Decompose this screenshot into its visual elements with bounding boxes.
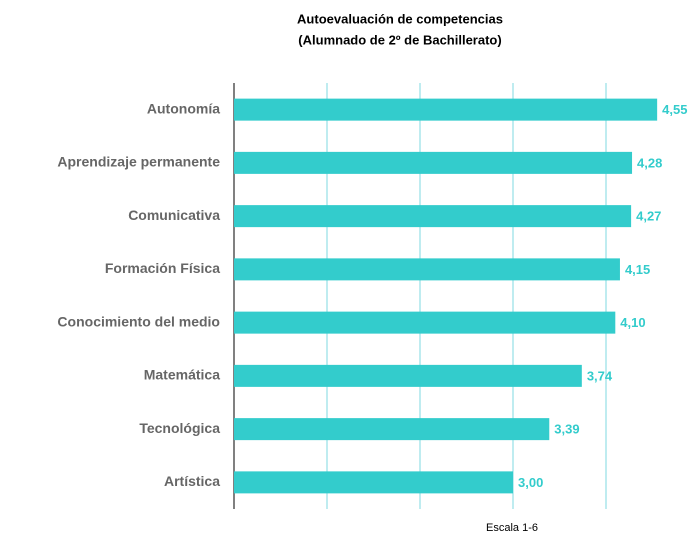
y-tick-label: Tecnológica — [139, 420, 220, 436]
bar — [234, 258, 620, 281]
y-tick-label: Aprendizaje permanente — [57, 154, 220, 170]
bar — [234, 151, 633, 174]
y-tick-label: Comunicativa — [128, 207, 220, 223]
chart-subtitle: (Alumnado de 2º de Bachillerato) — [298, 32, 501, 47]
x-axis-label: Escala 1-6 — [486, 522, 538, 534]
y-tick-label: Conocimiento del medio — [57, 313, 220, 329]
value-label: 3,39 — [554, 422, 579, 437]
bar — [234, 471, 513, 494]
value-label: 4,27 — [636, 209, 661, 224]
y-tick-label: Formación Física — [105, 260, 220, 276]
value-label: 4,28 — [637, 155, 662, 170]
bar — [234, 311, 616, 334]
bar — [234, 205, 632, 228]
bar — [234, 418, 550, 441]
value-label: 4,10 — [620, 315, 645, 330]
value-label: 3,00 — [518, 475, 543, 490]
y-tick-label: Artística — [164, 473, 220, 489]
chart-title: Autoevaluación de competencias — [297, 11, 503, 26]
bar — [234, 364, 582, 387]
value-label: 3,74 — [587, 368, 613, 383]
bar — [234, 98, 658, 121]
value-label: 4,15 — [625, 262, 650, 277]
y-tick-label: Matemática — [144, 367, 220, 383]
value-label: 4,55 — [662, 102, 687, 117]
y-tick-label: Autonomía — [147, 100, 220, 116]
